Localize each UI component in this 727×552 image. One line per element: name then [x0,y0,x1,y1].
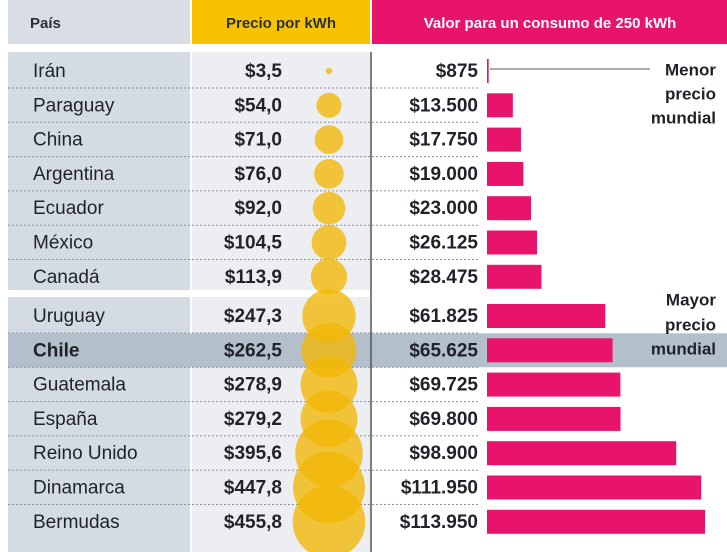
group-separator [0,290,727,297]
value-label: $17.750 [409,130,478,151]
value-label: $69.725 [409,375,478,396]
value-bar [487,372,621,397]
value-label: $98.900 [409,443,478,464]
country-label: Uruguay [33,306,105,327]
value-label: $19.000 [409,164,478,185]
price-label: $447,8 [224,478,282,499]
value-label: $65.625 [409,340,478,361]
country-label: Canadá [33,267,100,288]
country-label: Ecuador [33,198,104,219]
value-label: $28.475 [409,267,478,288]
value-bar [487,196,532,221]
price-label: $54,0 [234,95,282,116]
annotation: precio [665,315,716,334]
price-bubble [311,225,347,260]
header-value: Valor para un consumo de 250 kWh [424,15,677,32]
value-bar [487,304,606,328]
price-label: $76,0 [234,164,282,185]
value-label: $13.500 [409,95,478,116]
price-label: $3,5 [245,61,282,82]
price-bubble [310,258,348,295]
country-label: Reino Unido [33,443,138,464]
price-label: $113,9 [225,267,282,288]
price-bubble [314,125,344,154]
country-column-bg [8,52,190,552]
annotation: mundial [651,108,716,127]
value-label: $875 [436,61,479,82]
value-bar [487,475,702,500]
value-label: $61.825 [409,306,478,327]
country-label: Irán [33,61,66,82]
value-label: $69.800 [409,409,478,430]
country-label: Guatemala [33,375,126,396]
header-price: Precio por kWh [226,15,336,32]
value-bar [487,509,705,534]
value-bar [487,406,621,431]
header-value-bg [372,0,727,44]
price-bubble [314,159,344,189]
price-label: $278,9 [224,375,282,396]
value-bar [487,127,521,152]
value-label: $113.950 [400,512,478,533]
price-label: $247,3 [224,306,282,327]
price-label: $92,0 [234,198,282,219]
price-bubble [316,92,342,118]
annotation: Mayor [666,290,716,309]
price-bubble [292,485,366,552]
country-label: Chile [33,340,79,361]
country-label: China [33,130,83,151]
price-label: $455,8 [224,512,282,533]
country-label: Paraguay [33,95,115,116]
price-label: $104,5 [224,233,283,254]
price-bubble [325,67,333,75]
annotation: mundial [651,339,716,358]
price-label: $395,6 [224,443,282,464]
value-bar [487,230,537,255]
value-bar [487,93,513,118]
header-country-bg [8,0,190,44]
price-bubble [312,191,346,225]
value-label: $23.000 [409,198,478,219]
price-label: $71,0 [234,130,282,151]
country-label: España [33,409,98,430]
country-label: México [33,233,93,254]
header-price-bg [192,0,370,44]
value-label: $26.125 [409,233,478,254]
header-country: País [30,15,61,32]
country-label: Argentina [33,164,115,185]
value-bar [487,59,489,83]
annotation: precio [665,84,716,103]
value-bar [487,264,542,289]
value-label: $111.950 [401,478,478,499]
price-label: $262,5 [224,340,283,361]
value-bar [487,338,613,363]
annotation: Menor [665,60,716,79]
country-label: Dinamarca [33,478,125,499]
value-bar [487,441,677,466]
price-label: $279,2 [224,409,282,430]
highlight-row [8,333,727,368]
value-bar [487,161,524,186]
country-label: Bermudas [33,512,120,533]
